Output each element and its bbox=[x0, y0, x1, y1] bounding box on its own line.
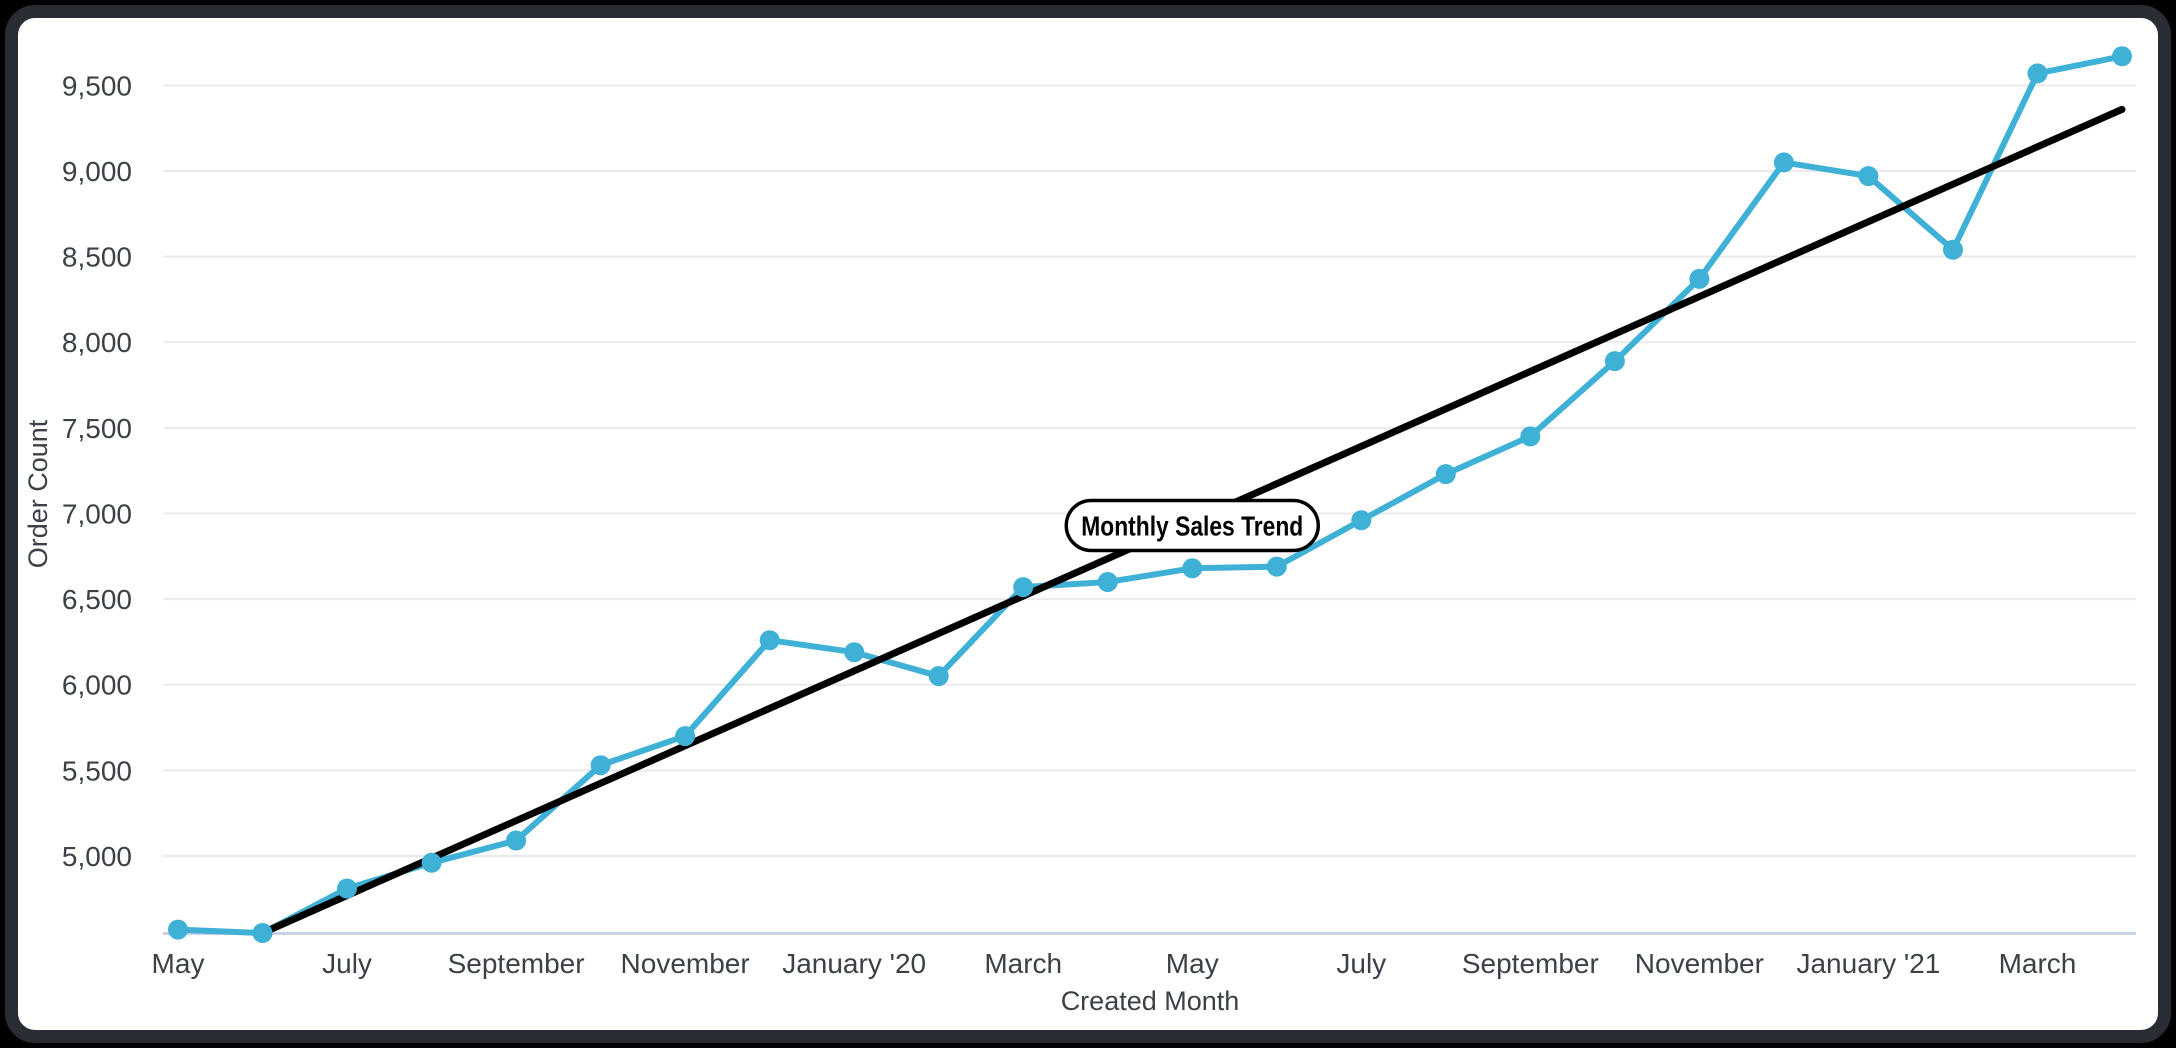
y-axis-title: Order Count bbox=[23, 419, 53, 568]
data-point[interactable] bbox=[1182, 558, 1203, 579]
data-point[interactable] bbox=[1604, 351, 1625, 372]
y-tick-label: 6,000 bbox=[62, 670, 132, 701]
annotation-label: Monthly Sales Trend bbox=[1081, 510, 1303, 541]
data-point[interactable] bbox=[1773, 152, 1794, 173]
data-point[interactable] bbox=[2027, 63, 2048, 84]
y-tick-label: 7,000 bbox=[62, 498, 132, 529]
y-tick-label: 5,500 bbox=[62, 755, 132, 786]
y-tick-label: 7,500 bbox=[62, 413, 132, 444]
x-tick-label: September bbox=[1462, 948, 1599, 979]
trend-annotation: Monthly Sales Trend bbox=[1064, 498, 1321, 553]
data-point[interactable] bbox=[1351, 510, 1372, 531]
data-point[interactable] bbox=[590, 755, 611, 776]
x-tick-label: November bbox=[621, 948, 750, 979]
x-tick-label: May bbox=[1166, 948, 1219, 979]
y-tick-label: 5,000 bbox=[62, 841, 132, 872]
y-tick-label: 6,500 bbox=[62, 584, 132, 615]
y-tick-label: 8,500 bbox=[62, 242, 132, 273]
x-tick-label: March bbox=[1999, 948, 2077, 979]
data-point[interactable] bbox=[2112, 46, 2132, 67]
data-point[interactable] bbox=[759, 630, 780, 651]
data-point[interactable] bbox=[337, 878, 357, 899]
data-point[interactable] bbox=[844, 642, 865, 663]
x-axis-title: Created Month bbox=[1061, 986, 1240, 1016]
data-point[interactable] bbox=[1520, 426, 1541, 447]
x-tick-label: March bbox=[984, 948, 1062, 979]
data-point[interactable] bbox=[675, 726, 696, 747]
series-layer bbox=[175, 53, 2126, 937]
data-point[interactable] bbox=[168, 919, 188, 940]
x-tick-label: January '21 bbox=[1796, 948, 1940, 979]
tick-label-layer: 5,000 5,500 6,000 6,500 7,000 7,500 8,000 8,500… bbox=[62, 70, 2076, 979]
data-point[interactable] bbox=[1266, 556, 1287, 577]
data-point[interactable] bbox=[1013, 577, 1034, 598]
data-point[interactable] bbox=[1858, 166, 1879, 187]
x-tick-label: July bbox=[322, 948, 372, 979]
x-tick-label: January '20 bbox=[782, 948, 926, 979]
grid-layer bbox=[163, 84, 2136, 935]
x-tick-label: November bbox=[1635, 948, 1764, 979]
y-tick-label: 8,000 bbox=[62, 327, 132, 358]
points-layer bbox=[168, 46, 2132, 943]
data-point[interactable] bbox=[1689, 268, 1710, 289]
data-point[interactable] bbox=[421, 852, 442, 873]
data-point[interactable] bbox=[1097, 572, 1118, 592]
data-point[interactable] bbox=[1943, 239, 1963, 260]
data-point[interactable] bbox=[506, 830, 527, 851]
data-point[interactable] bbox=[1435, 464, 1456, 485]
data-point[interactable] bbox=[928, 666, 949, 687]
y-tick-label: 9,000 bbox=[62, 156, 132, 187]
data-point[interactable] bbox=[252, 923, 273, 943]
y-tick-label: 9,500 bbox=[62, 70, 132, 101]
x-tick-label: July bbox=[1336, 948, 1386, 979]
x-tick-label: September bbox=[448, 948, 585, 979]
annotation-pill bbox=[1064, 498, 1321, 553]
order-count-line bbox=[175, 53, 2125, 936]
x-tick-label: May bbox=[152, 948, 205, 979]
